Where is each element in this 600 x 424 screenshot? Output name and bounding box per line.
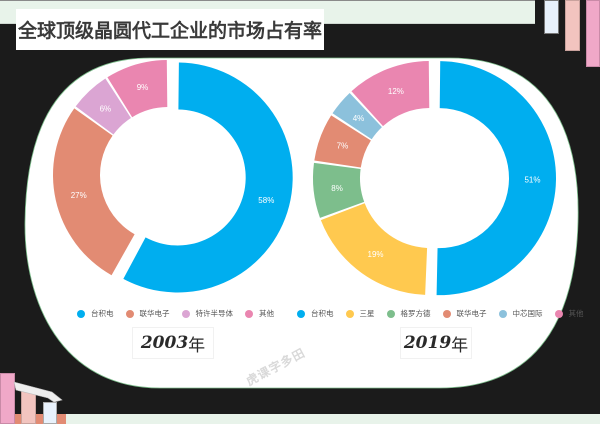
donut-slice: [107, 60, 168, 118]
trend-arrow-icon: [13, 381, 63, 403]
donut-slice: [314, 115, 371, 168]
legend-item: 联华电子: [442, 308, 487, 319]
legend-item: 联华电子: [125, 308, 170, 319]
donut-slice: [436, 61, 556, 296]
donut-slice: [320, 203, 428, 295]
slice-label: 12%: [388, 87, 404, 96]
donut-chart-2003: 58% 27% 6% 9%: [52, 60, 293, 293]
decor-bar: [544, 0, 559, 34]
legend-item: 三星: [345, 308, 375, 319]
title-box: 全球顶级晶圆代工企业的市场占有率: [16, 9, 324, 50]
legend-label: 特许半导体: [195, 309, 234, 318]
legend-label: 其他: [568, 309, 584, 318]
slice-label: 4%: [353, 114, 365, 123]
legend-dot-icon: [77, 309, 85, 318]
year-suffix: 年: [451, 335, 469, 356]
legend-label: 三星: [359, 309, 375, 318]
year-label-2019: 2019 年: [400, 327, 472, 359]
legend-item: 台积电: [297, 308, 334, 319]
donut-slice: [351, 61, 430, 127]
legend-dot-icon: [554, 309, 563, 318]
legend-item: 中芯国际: [498, 308, 543, 319]
legend-dot-icon: [442, 309, 451, 318]
decor-bar: [43, 402, 57, 424]
legend-dot-icon: [125, 309, 134, 318]
legend-item: 格罗方德: [386, 308, 431, 319]
legend-item: 特许半导体: [181, 308, 234, 319]
legend-item: 其他: [554, 308, 584, 319]
legend-dot-icon: [345, 309, 354, 318]
year-number: 2003: [140, 333, 189, 353]
legend-2019: 台积电 三星 格罗方德 联华电子 中芯国际 其他: [297, 308, 596, 319]
slice-label: 19%: [368, 250, 384, 259]
legend-dot-icon: [181, 309, 190, 318]
page-title: 全球顶级晶圆代工企业的市场占有率: [17, 20, 322, 42]
donut-slice: [332, 92, 382, 140]
slice-label: 58%: [258, 196, 274, 205]
legend-label: 联华电子: [139, 309, 170, 318]
legend-label: 中芯国际: [512, 309, 543, 318]
bottom-decor-band: [66, 414, 600, 424]
year-number: 2019: [403, 333, 452, 353]
legend-label: 联华电子: [456, 309, 487, 318]
slice-label: 27%: [71, 191, 87, 200]
legend-label: 台积电: [311, 309, 334, 318]
legend-label: 格罗方德: [400, 309, 431, 318]
slice-label: 9%: [137, 83, 149, 92]
year-label-2003: 2003 年: [132, 327, 214, 359]
donut-slice: [313, 162, 365, 218]
legend-label: 其他: [259, 309, 274, 318]
slice-label: 6%: [100, 104, 112, 113]
legend-dot-icon: [297, 309, 305, 318]
legend-dot-icon: [386, 309, 395, 318]
year-suffix: 年: [188, 335, 206, 356]
white-panel: [24, 57, 579, 389]
legend-dot-icon: [498, 309, 507, 318]
legend-item: 台积电: [77, 308, 114, 319]
slice-label: 7%: [337, 141, 349, 150]
slice-label: 51%: [524, 176, 540, 185]
donut-slice: [52, 108, 135, 276]
donut-chart-2019: 51% 19% 8% 7% 4% 12%: [313, 61, 556, 296]
legend-item: 其他: [245, 308, 274, 319]
donut-slice: [123, 62, 293, 293]
legend-dot-icon: [245, 309, 253, 318]
legend-2003: 台积电 联华电子 特许半导体 其他: [77, 308, 286, 319]
donut-slice: [75, 78, 131, 135]
slice-label: 8%: [331, 184, 343, 193]
decor-bar: [565, 0, 580, 51]
legend-label: 台积电: [91, 309, 114, 318]
